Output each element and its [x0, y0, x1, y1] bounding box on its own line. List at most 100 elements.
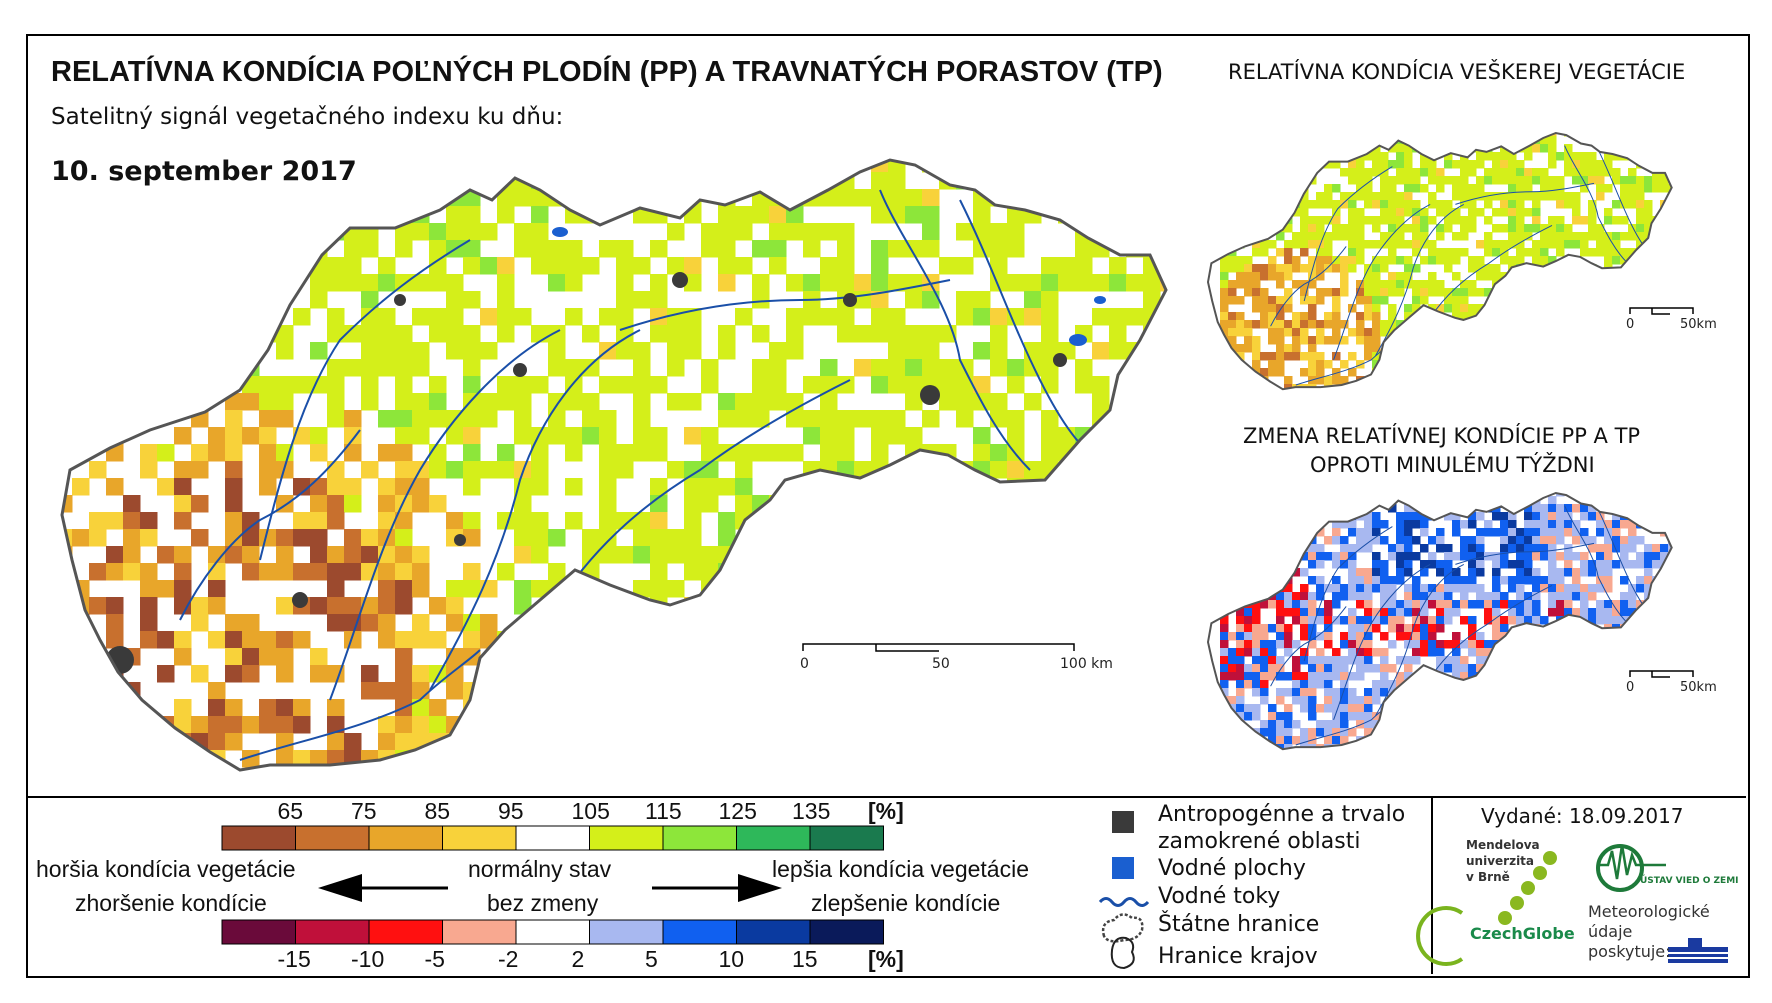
raster-cell [446, 325, 464, 343]
raster-cell [1324, 256, 1333, 265]
raster-cell [1252, 184, 1261, 193]
raster-cell [1660, 584, 1669, 593]
raster-cell [1572, 720, 1581, 729]
raster-cell [1340, 704, 1349, 713]
raster-cell [276, 563, 294, 581]
raster-cell [752, 631, 770, 649]
raster-cell [1652, 384, 1661, 390]
raster-cell [1564, 376, 1573, 385]
raster-cell [752, 614, 770, 632]
raster-cell [1300, 728, 1309, 737]
raster-cell [1372, 296, 1381, 305]
raster-cell [1484, 133, 1493, 137]
raster-cell [752, 160, 770, 173]
raster-cell [1692, 512, 1701, 521]
change-color-bar [221, 919, 884, 945]
raster-cell [1644, 552, 1653, 561]
raster-cell [718, 682, 736, 700]
raster-cell [1292, 640, 1301, 649]
raster-cell [1308, 616, 1317, 625]
raster-cell [718, 512, 736, 530]
raster-cell [1612, 368, 1621, 377]
raster-cell [1644, 133, 1653, 137]
main-scale-bar [802, 643, 1075, 652]
raster-cell [1468, 664, 1477, 673]
raster-cell [1492, 493, 1501, 497]
raster-cell [1484, 264, 1493, 273]
raster-cell [1508, 136, 1517, 145]
raster-cell [1460, 744, 1469, 750]
raster-cell [1516, 192, 1525, 201]
raster-cell [225, 512, 243, 530]
raster-cell [1220, 664, 1229, 673]
raster-cell [1580, 688, 1589, 697]
raster-cell [1508, 176, 1517, 185]
raster-cell [1300, 648, 1309, 657]
raster-cell [1476, 648, 1485, 657]
raster-cell [1284, 536, 1293, 545]
raster-cell [1428, 336, 1437, 345]
raster-cell [1220, 312, 1229, 321]
raster-cell [1041, 495, 1059, 513]
raster-cell [1644, 576, 1653, 585]
raster-cell [990, 648, 1008, 666]
raster-cell [1508, 744, 1517, 750]
raster-cell [1340, 680, 1349, 689]
raster-cell [1580, 552, 1589, 561]
raster-cell [1628, 648, 1637, 657]
raster-cell [1580, 328, 1589, 337]
raster-cell [1460, 296, 1469, 305]
raster-cell [1292, 688, 1301, 697]
raster-cell [1652, 648, 1661, 657]
raster-cell [1324, 504, 1333, 513]
raster-cell [1444, 144, 1453, 153]
raster-cell [1276, 536, 1285, 545]
raster-cell [1109, 274, 1127, 292]
raster-cell [174, 648, 192, 666]
raster-cell [1380, 168, 1389, 177]
raster-cell [1276, 520, 1285, 529]
raster-cell [1404, 632, 1413, 641]
raster-cell [1380, 208, 1389, 217]
raster-cell [1548, 544, 1557, 553]
raster-cell [89, 682, 107, 700]
raster-cell [1252, 296, 1261, 305]
raster-cell [1508, 728, 1517, 737]
raster-cell [1228, 696, 1237, 705]
raster-cell [1388, 608, 1397, 617]
raster-cell [1109, 580, 1127, 598]
raster-cell [1444, 584, 1453, 593]
raster-cell [1668, 200, 1672, 209]
raster-cell [1452, 728, 1461, 737]
raster-cell [1404, 144, 1413, 153]
raster-cell [1556, 624, 1565, 633]
raster-cell [1484, 640, 1493, 649]
raster-cell [1588, 616, 1597, 625]
raster-cell [871, 478, 889, 496]
raster-cell [803, 495, 821, 513]
raster-cell [1692, 360, 1701, 369]
raster-cell [1364, 744, 1373, 750]
raster-cell [106, 512, 124, 530]
raster-cell [871, 376, 889, 394]
raster-cell [1588, 360, 1597, 369]
raster-cell [1236, 752, 1245, 761]
raster-cell [1676, 504, 1685, 513]
raster-cell [1041, 427, 1059, 445]
raster-cell [1332, 160, 1341, 169]
raster-cell [1476, 256, 1485, 265]
raster-cell [446, 223, 464, 241]
raster-cell [1372, 680, 1381, 689]
raster-cell [259, 427, 277, 445]
raster-cell [276, 648, 294, 666]
raster-cell [1412, 608, 1421, 617]
arrow-worse [318, 874, 448, 902]
raster-cell [1236, 176, 1245, 185]
raster-cell [1388, 208, 1397, 217]
raster-cell [820, 257, 838, 275]
raster-cell [1484, 344, 1493, 353]
raster-cell [1340, 133, 1349, 137]
raster-cell [854, 546, 872, 564]
raster-cell [1692, 632, 1701, 641]
raster-cell [1652, 264, 1661, 273]
